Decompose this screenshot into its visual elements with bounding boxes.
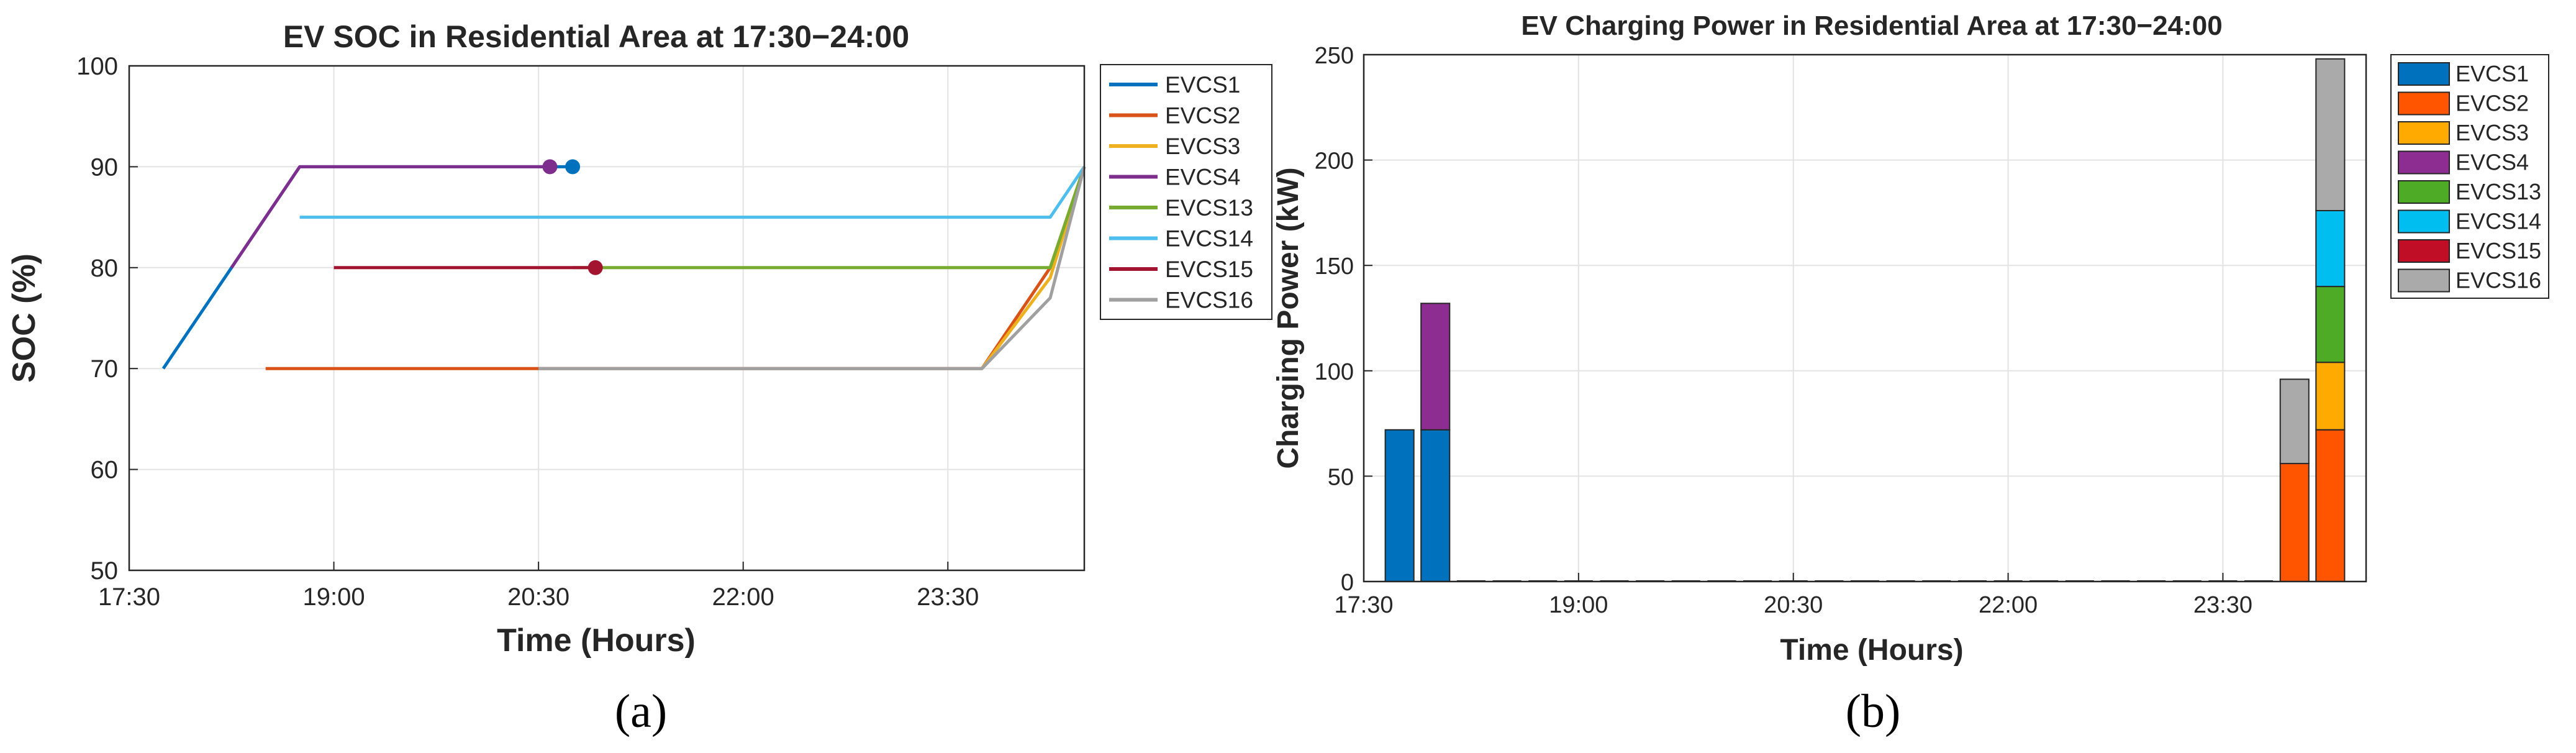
power-legend-label-evcs2: EVCS2: [2456, 91, 2529, 116]
soc-y-tick-label: 60: [91, 457, 119, 484]
soc-y-tick-label: 70: [91, 355, 119, 383]
power-axes-box: [1363, 53, 2367, 583]
soc-y-tick-label: 80: [91, 255, 119, 282]
power-legend-swatch-evcs14: [2398, 209, 2450, 234]
soc-legend: EVCS1 EVCS2 EVCS3 EVCS4 EVCS13 EVCS14 EVCS15 EV…: [1100, 64, 1272, 320]
power-legend-swatch-evcs2: [2398, 91, 2450, 116]
soc-tick-labels: 17:30 19:00 20:30 22:00 23:30 50 60 70 80 90 100: [76, 53, 979, 611]
soc-y-tick-label: 50: [91, 557, 119, 585]
power-x-tick-label: 17:30: [1334, 592, 1393, 618]
power-x-tick-label: 22:00: [1979, 592, 2038, 618]
power-legend-swatch-evcs3: [2398, 121, 2450, 145]
soc-marker-evcs15: [587, 260, 603, 275]
soc-line-chart: EV SOC in Residential Area at 17:30−24:0…: [6, 19, 1272, 737]
power-x-tick-label: 23:30: [2193, 592, 2252, 618]
power-legend-swatch-evcs16: [2398, 268, 2450, 293]
power-bar-evcs3-26: [2315, 362, 2346, 431]
power-tick-labels: 17:30 19:00 20:30 22:00 23:30 0 50 100 150 200 250: [1315, 43, 2252, 618]
power-legend-label-evcs3: EVCS3: [2456, 120, 2529, 145]
soc-legend-label-evcs3: EVCS3: [1165, 134, 1240, 159]
soc-y-axis-label: SOC (%): [6, 253, 42, 383]
soc-legend-label-evcs16: EVCS16: [1165, 288, 1253, 313]
power-legend-label-evcs15: EVCS15: [2456, 238, 2541, 263]
power-bar-evcs14-26: [2315, 210, 2346, 288]
soc-x-tick-label: 17:30: [98, 583, 160, 611]
soc-legend-label-evcs13: EVCS13: [1165, 195, 1253, 221]
soc-chart-title: EV SOC in Residential Area at 17:30−24:0…: [283, 19, 909, 54]
power-bar-evcs1-0: [1384, 429, 1415, 582]
power-y-tick-label: 200: [1315, 148, 1354, 175]
soc-line-evcs16: [538, 166, 1086, 370]
soc-x-tick-label: 20:30: [507, 583, 569, 611]
caption-b: (b): [1846, 685, 1901, 737]
soc-series: [161, 159, 1086, 370]
power-bar-evcs4-1: [1420, 303, 1451, 431]
caption-a: (a): [615, 685, 667, 737]
soc-x-tick-label: 23:30: [917, 583, 979, 611]
power-legend-swatch-evcs4: [2398, 150, 2450, 175]
power-chart-title: EV Charging Power in Residential Area at…: [1521, 11, 2222, 41]
power-bar-evcs2-26: [2315, 429, 2346, 582]
power-y-axis-label: Charging Power (kW): [1272, 167, 1305, 468]
soc-line-evcs14: [299, 165, 1086, 219]
soc-legend-label-evcs2: EVCS2: [1165, 103, 1240, 129]
power-x-tick-label: 19:00: [1549, 592, 1608, 618]
power-bar-chart: EV Charging Power in Residential Area at…: [1272, 11, 2549, 737]
soc-legend-label-evcs1: EVCS1: [1165, 72, 1240, 98]
power-legend-label-evcs4: EVCS4: [2456, 150, 2529, 175]
power-legend-swatch-evcs13: [2398, 180, 2450, 204]
power-plot-area: [1364, 55, 2366, 582]
power-bar-evcs1-1: [1420, 429, 1451, 582]
power-bar-evcs13-26: [2315, 286, 2346, 363]
power-y-tick-label: 50: [1328, 464, 1354, 490]
power-x-axis-label: Time (Hours): [1780, 634, 1963, 667]
power-legend-swatch-evcs1: [2398, 62, 2450, 86]
power-x-tick-label: 20:30: [1764, 592, 1823, 618]
power-legend-label-evcs16: EVCS16: [2456, 268, 2541, 293]
soc-marker-evcs1: [565, 159, 581, 175]
power-y-tick-label: 150: [1315, 253, 1354, 280]
soc-x-tick-label: 19:00: [303, 583, 365, 611]
power-legend-label-evcs1: EVCS1: [2456, 61, 2529, 86]
soc-y-tick-label: 90: [91, 153, 119, 181]
soc-line-evcs13: [573, 166, 1086, 270]
power-bar-evcs2-25: [2279, 463, 2310, 582]
soc-y-tick-label: 100: [76, 53, 118, 80]
soc-x-axis-label: Time (Hours): [497, 623, 696, 659]
soc-axes-box: [128, 65, 1086, 572]
soc-legend-label-evcs15: EVCS15: [1165, 257, 1253, 282]
soc-line-evcs4: [230, 165, 550, 269]
soc-plot-area: [129, 66, 1084, 570]
power-y-tick-label: 250: [1315, 43, 1354, 69]
soc-x-tick-label: 22:00: [712, 583, 774, 611]
soc-marker-evcs4: [542, 159, 558, 175]
power-y-tick-label: 0: [1341, 570, 1354, 596]
power-y-tick-label: 100: [1315, 359, 1354, 385]
soc-legend-label-evcs4: EVCS4: [1165, 165, 1240, 190]
soc-legend-box: [1100, 64, 1272, 320]
power-legend-label-evcs13: EVCS13: [2456, 179, 2541, 204]
soc-legend-label-evcs14: EVCS14: [1165, 226, 1253, 252]
power-bar-evcs16-25: [2279, 378, 2310, 465]
power-legend: EVCS1 EVCS2 EVCS3 EVCS4 EVCS13 EVCS14 EVCS15 EV…: [2390, 54, 2549, 299]
power-legend-label-evcs14: EVCS14: [2456, 209, 2541, 234]
power-bar-evcs16-26: [2315, 58, 2346, 211]
power-legend-swatch-evcs15: [2398, 239, 2450, 263]
